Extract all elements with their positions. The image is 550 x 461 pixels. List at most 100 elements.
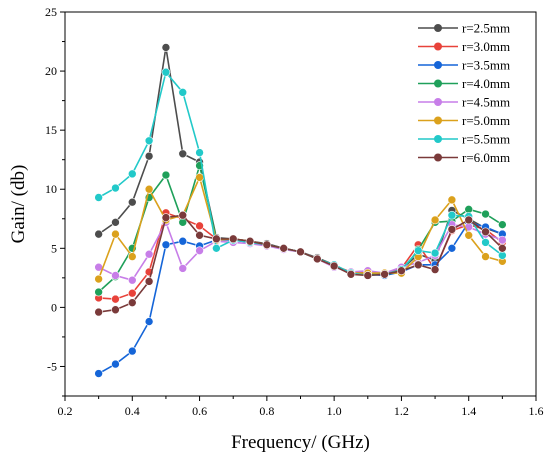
legend-marker — [434, 61, 442, 69]
data-point — [178, 264, 188, 273]
data-point — [498, 235, 507, 245]
series-r=2.5mm — [94, 43, 507, 279]
data-point — [212, 244, 221, 253]
series-layer — [94, 43, 507, 378]
data-point — [127, 298, 137, 307]
data-point — [94, 287, 103, 297]
data-point — [94, 229, 103, 239]
data-point — [144, 184, 154, 194]
data-point — [161, 43, 171, 52]
data-point — [127, 346, 137, 356]
data-point — [447, 244, 457, 253]
data-point — [313, 254, 322, 264]
series-line — [97, 175, 503, 280]
y-axis-title: Gain/ (db) — [8, 165, 29, 244]
x-axis: 0.2 0.4 0.6 0.8 1.0 1.2 1.4 1.6 — [58, 396, 544, 418]
y-tick-label: 10 — [45, 182, 57, 196]
data-point — [111, 229, 120, 239]
legend-item: r=6.0mm — [418, 150, 510, 165]
x-tick-label: 1.6 — [529, 404, 544, 418]
data-point — [127, 197, 137, 207]
data-point — [430, 248, 440, 258]
y-tick-label: 15 — [45, 123, 57, 137]
data-point — [144, 151, 154, 161]
data-point — [161, 67, 171, 77]
data-point — [464, 215, 474, 225]
series-r=3.5mm — [94, 218, 507, 378]
data-point — [94, 274, 103, 284]
x-tick-label: 1.2 — [394, 404, 409, 418]
data-point — [94, 369, 103, 378]
data-point — [212, 234, 221, 244]
legend-label: r=3.5mm — [462, 58, 510, 73]
y-tick-label: 5 — [51, 241, 57, 255]
legend-label: r=6.0mm — [462, 150, 510, 165]
data-point — [430, 215, 440, 225]
x-tick-label: 0.4 — [125, 404, 140, 418]
legend-marker — [434, 98, 442, 106]
data-point — [195, 231, 204, 240]
legend-label: r=3.0mm — [462, 39, 510, 54]
data-point — [262, 240, 272, 250]
legend-label: r=4.0mm — [462, 76, 510, 91]
data-point — [144, 249, 154, 259]
data-point — [413, 260, 423, 270]
data-point — [447, 210, 457, 220]
data-point — [94, 307, 103, 317]
x-tick-label: 0.2 — [58, 404, 73, 418]
data-point — [111, 183, 120, 193]
legend-marker — [434, 135, 442, 143]
data-point — [144, 277, 154, 286]
x-tick-label: 1.4 — [461, 404, 476, 418]
y-tick-label: 25 — [45, 5, 57, 19]
y-tick-label: 20 — [45, 64, 57, 78]
data-point — [346, 270, 356, 279]
x-axis-title: Frequency/ (GHz) — [231, 432, 370, 453]
legend-label: r=4.5mm — [462, 95, 510, 110]
data-point — [481, 227, 490, 237]
legend-item: r=3.5mm — [418, 58, 510, 73]
data-point — [228, 234, 238, 244]
data-point — [245, 236, 255, 246]
legend-item: r=4.5mm — [418, 95, 510, 110]
data-point — [178, 236, 188, 246]
legend-label: r=5.5mm — [462, 132, 510, 147]
data-point — [111, 359, 120, 369]
data-point — [329, 261, 339, 271]
data-point — [144, 317, 154, 326]
data-point — [498, 220, 507, 229]
data-point — [161, 240, 171, 250]
legend-item: r=5.5mm — [418, 132, 510, 147]
data-point — [94, 193, 103, 202]
x-tick-label: 0.8 — [259, 404, 274, 418]
series-r=6.0mm — [94, 210, 507, 317]
data-point — [447, 195, 457, 205]
data-point — [127, 275, 137, 285]
data-point — [363, 271, 373, 280]
x-tick-label: 0.6 — [192, 404, 207, 418]
series-r=4.0mm — [94, 161, 507, 297]
data-point — [447, 225, 457, 234]
data-point — [296, 247, 305, 257]
y-tick-label: -5 — [47, 359, 57, 373]
data-point — [161, 213, 171, 222]
data-point — [430, 265, 440, 274]
data-point — [380, 270, 389, 279]
legend-marker — [434, 24, 442, 32]
data-point — [498, 244, 507, 253]
data-point — [481, 209, 490, 219]
data-point — [161, 170, 171, 180]
data-point — [111, 294, 120, 304]
legend-marker — [434, 79, 442, 88]
data-point — [413, 246, 423, 255]
legend: r=2.5mm r=3.0mm r=3.5mm r=4.0mm r=4.5mm r=5.0… — [418, 21, 510, 165]
data-point — [127, 288, 137, 298]
legend-item: r=4.0mm — [418, 76, 510, 91]
legend-label: r=5.0mm — [462, 113, 510, 128]
data-point — [144, 136, 154, 146]
data-point — [481, 238, 490, 247]
legend-item: r=3.0mm — [418, 39, 510, 54]
data-point — [178, 88, 188, 97]
